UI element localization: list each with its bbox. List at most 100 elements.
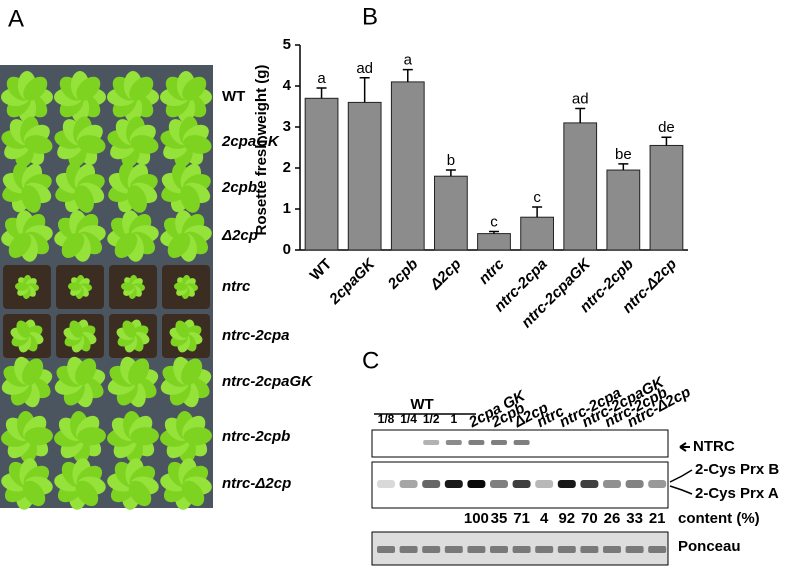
lane-label: 1/2	[423, 412, 440, 426]
leaf	[183, 135, 212, 154]
band	[648, 546, 667, 553]
band	[603, 546, 621, 553]
error-bar	[445, 169, 456, 177]
y-tick-label: 0	[283, 241, 291, 258]
band	[512, 480, 531, 488]
lane-label: 1	[450, 412, 457, 426]
band	[444, 546, 463, 553]
bar	[347, 101, 382, 251]
leaf	[21, 185, 41, 213]
genotype-label: 2cpaGK	[221, 133, 280, 150]
error-bar	[489, 230, 499, 234]
leaf	[68, 282, 82, 291]
genotype-label: ntrc-Δ2cp	[222, 475, 291, 492]
leaf	[183, 427, 212, 446]
panel-letter: A	[8, 5, 24, 32]
wt-label: WT	[410, 396, 433, 413]
leaf	[22, 480, 46, 507]
leaf	[128, 358, 150, 386]
bar	[390, 81, 425, 251]
significance-letter: be	[615, 146, 632, 163]
band	[377, 480, 395, 488]
significance-letter: c	[490, 214, 498, 231]
genotype-label: ntrc-2cpb	[222, 428, 290, 445]
bar	[649, 144, 684, 251]
leaf	[74, 185, 94, 213]
y-axis-label: Rosette fresh weight (g)	[253, 65, 270, 236]
genotype-label: ntrc	[222, 278, 251, 295]
band	[491, 440, 507, 445]
error-bar	[402, 68, 413, 82]
bracket	[669, 469, 693, 495]
error-bar	[532, 206, 543, 218]
content-value: 70	[581, 510, 598, 527]
band	[580, 546, 599, 553]
band	[422, 546, 441, 553]
plant-grid	[1, 71, 212, 510]
bar	[434, 175, 468, 251]
leaf	[127, 185, 147, 213]
significance-letter: b	[447, 152, 455, 169]
band	[625, 546, 644, 553]
bar	[606, 169, 641, 251]
content-value: 35	[491, 510, 508, 527]
y-tick-label: 3	[283, 118, 291, 135]
leaf	[76, 76, 101, 101]
blot-ponceau	[371, 531, 669, 566]
leaf	[167, 232, 191, 259]
bar	[477, 233, 511, 251]
band-label: 2-Cys Prx A	[695, 485, 779, 502]
leaf	[16, 320, 31, 338]
band	[648, 480, 667, 488]
genotype-label: 2cpb	[221, 179, 257, 196]
panel-letter: C	[362, 347, 379, 374]
x-tick-label: WT	[307, 256, 336, 285]
band	[423, 440, 440, 445]
leaf	[22, 358, 44, 386]
error-bar	[359, 77, 370, 103]
content-value: 71	[513, 510, 530, 527]
band	[490, 480, 508, 488]
band	[535, 480, 554, 488]
content-value: 26	[604, 510, 621, 527]
content-value: 92	[558, 510, 575, 527]
band	[580, 480, 599, 488]
band	[513, 440, 530, 445]
significance-letter: ad	[356, 60, 373, 77]
leaf	[180, 185, 200, 213]
y-tick-label: 4	[283, 77, 292, 94]
lane-label: 1/8	[378, 412, 395, 426]
content-value: 33	[626, 510, 643, 527]
band	[377, 546, 395, 553]
leaf	[129, 76, 154, 101]
leaf	[23, 76, 48, 101]
leaf	[24, 427, 53, 446]
leaf	[128, 480, 152, 507]
band	[468, 440, 485, 445]
genotype-label: ntrc-2cpa	[222, 327, 290, 344]
leaf	[61, 232, 85, 259]
band	[490, 546, 508, 553]
leaf	[182, 76, 207, 101]
genotype-label: ntrc-2cpaGK	[222, 373, 313, 390]
bar	[520, 216, 554, 251]
band-label: NTRC	[693, 438, 735, 455]
leaf	[77, 135, 106, 154]
band	[603, 480, 621, 488]
x-tick-label: 2cpb	[384, 256, 421, 293]
band	[557, 480, 576, 488]
leaf	[130, 427, 159, 446]
significance-letter: c	[533, 189, 541, 206]
y-tick-label: 1	[283, 200, 291, 217]
content-value: 4	[540, 510, 549, 527]
genotype-label: Δ2cp	[221, 227, 258, 244]
leaf	[181, 480, 205, 507]
x-tick-label: 2cpaGK	[325, 255, 379, 309]
content-value: 100	[464, 510, 489, 527]
leaf	[77, 427, 106, 446]
y-tick-label: 5	[283, 36, 291, 53]
band	[625, 480, 644, 488]
band	[399, 480, 418, 488]
leaf	[69, 320, 84, 338]
